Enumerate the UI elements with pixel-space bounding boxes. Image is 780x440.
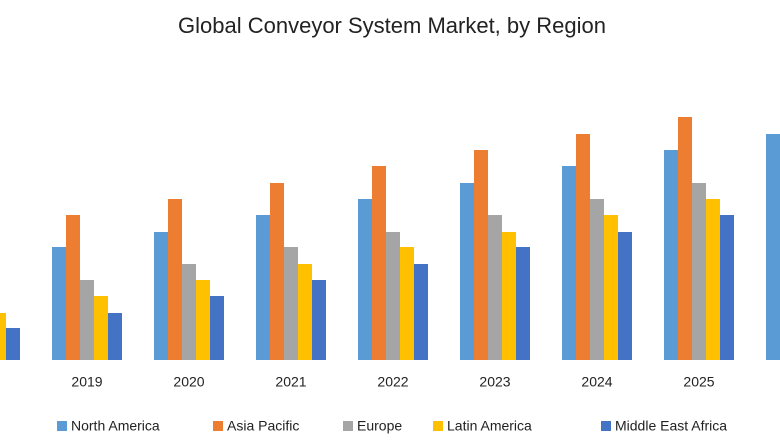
bar	[210, 296, 224, 360]
legend-label: North America	[71, 418, 160, 434]
bar	[516, 247, 530, 360]
bar	[94, 296, 108, 360]
bar	[182, 264, 196, 360]
legend-marker	[433, 421, 443, 431]
bar	[372, 166, 386, 360]
bar	[80, 280, 94, 360]
bar	[502, 232, 516, 360]
bar	[154, 232, 168, 360]
legend-label: Europe	[357, 418, 402, 434]
bar	[590, 199, 604, 360]
x-tick-label: 2019	[71, 374, 102, 390]
bar	[576, 134, 590, 360]
bar	[766, 134, 780, 360]
legend-marker	[601, 421, 611, 431]
x-tick-label: 2024	[581, 374, 612, 390]
bar	[196, 280, 210, 360]
bar	[706, 199, 720, 360]
x-tick-label: 2023	[479, 374, 510, 390]
legend-label: Asia Pacific	[227, 418, 299, 434]
bar	[298, 264, 312, 360]
bar	[386, 232, 400, 360]
bar	[168, 199, 182, 360]
bar	[474, 150, 488, 360]
bar	[604, 215, 618, 360]
legend-marker	[213, 421, 223, 431]
bar	[52, 247, 66, 360]
legend-label: Middle East Africa	[615, 418, 727, 434]
bar	[108, 313, 122, 360]
bar	[256, 215, 270, 360]
legend-marker	[57, 421, 67, 431]
bar	[692, 183, 706, 360]
x-tick-label: 2018	[0, 374, 1, 390]
bar	[66, 215, 80, 360]
bar	[678, 117, 692, 360]
bar	[358, 199, 372, 360]
bar	[270, 183, 284, 360]
bar	[312, 280, 326, 360]
bar	[284, 247, 298, 360]
x-tick-label: 2021	[275, 374, 306, 390]
bar	[562, 166, 576, 360]
x-tick-label: 2025	[683, 374, 714, 390]
bar	[720, 215, 734, 360]
bar	[414, 264, 428, 360]
bar	[618, 232, 632, 360]
x-tick-label: 2020	[173, 374, 204, 390]
bar	[400, 247, 414, 360]
bar	[664, 150, 678, 360]
bar	[488, 215, 502, 360]
x-tick-label: 2022	[377, 374, 408, 390]
bar	[0, 313, 6, 360]
bar	[460, 183, 474, 360]
legend-marker	[343, 421, 353, 431]
legend-label: Latin America	[447, 418, 532, 434]
bar	[6, 328, 20, 360]
chart-title: Global Conveyor System Market, by Region	[178, 13, 606, 38]
